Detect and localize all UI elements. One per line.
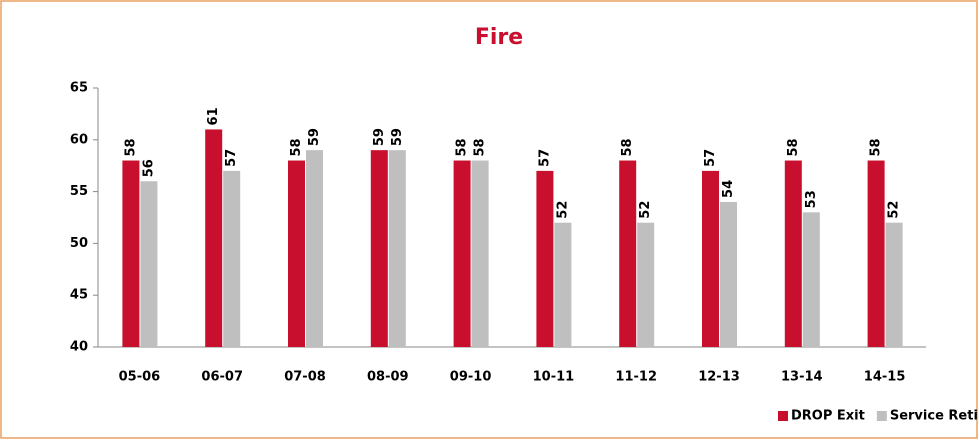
x-tick-label: 11-12 [615, 370, 657, 385]
y-tick-label: 60 [70, 132, 88, 147]
legend-swatch [876, 411, 887, 421]
bar [471, 160, 489, 347]
chart-title: Fire [475, 25, 523, 50]
data-label: 58 [455, 138, 470, 156]
x-tick-label: 12-13 [698, 370, 740, 385]
bar [453, 160, 471, 347]
x-tick-label: 05-06 [119, 370, 161, 385]
bar [867, 160, 885, 347]
x-tick-label: 08-09 [367, 370, 409, 385]
bar [720, 201, 737, 347]
data-label: 57 [537, 149, 552, 167]
data-label: 57 [703, 149, 718, 167]
data-label: 53 [804, 190, 819, 208]
data-label: 57 [224, 149, 239, 167]
x-tick-label: 14-15 [864, 370, 906, 385]
x-tick-label: 09-10 [450, 370, 492, 385]
x-tick-label: 10-11 [533, 370, 575, 385]
bar [306, 150, 323, 347]
y-tick-label: 55 [70, 184, 88, 199]
legend-swatch [778, 411, 788, 421]
bar [140, 181, 158, 347]
x-tick-label: 13-14 [781, 370, 823, 385]
bar [205, 129, 223, 347]
bar [122, 160, 140, 347]
y-tick-label: 45 [70, 288, 88, 303]
data-label: 52 [638, 201, 653, 219]
data-label: 56 [141, 159, 156, 177]
data-label: 52 [887, 201, 902, 219]
data-label: 58 [786, 138, 801, 156]
bar [885, 222, 903, 347]
data-label: 59 [307, 128, 322, 146]
bar [223, 170, 241, 347]
data-label: 61 [206, 107, 221, 125]
bar [288, 160, 305, 347]
bar [637, 222, 655, 347]
data-label: 59 [372, 128, 387, 146]
bar [702, 170, 719, 347]
bar [554, 222, 572, 347]
y-tick-label: 65 [70, 81, 88, 96]
x-tick-label: 06-07 [201, 370, 243, 385]
data-label: 58 [473, 138, 488, 156]
data-label: 52 [555, 201, 570, 219]
x-tick-label: 07-08 [284, 370, 326, 385]
data-label: 54 [721, 180, 736, 198]
data-label: 59 [390, 128, 405, 146]
y-tick-label: 40 [70, 340, 88, 355]
legend-label: Service Retirement [890, 409, 979, 424]
data-label: 58 [869, 138, 884, 156]
bar [619, 160, 637, 347]
legend-label: DROP Exit [791, 409, 865, 424]
data-label: 58 [289, 138, 304, 156]
data-label: 58 [123, 138, 138, 156]
bar [802, 212, 820, 347]
y-tick-label: 50 [70, 236, 88, 251]
bar [388, 150, 406, 347]
bar [370, 150, 388, 347]
bar [784, 160, 802, 347]
data-label: 58 [620, 138, 635, 156]
bar [536, 170, 554, 347]
